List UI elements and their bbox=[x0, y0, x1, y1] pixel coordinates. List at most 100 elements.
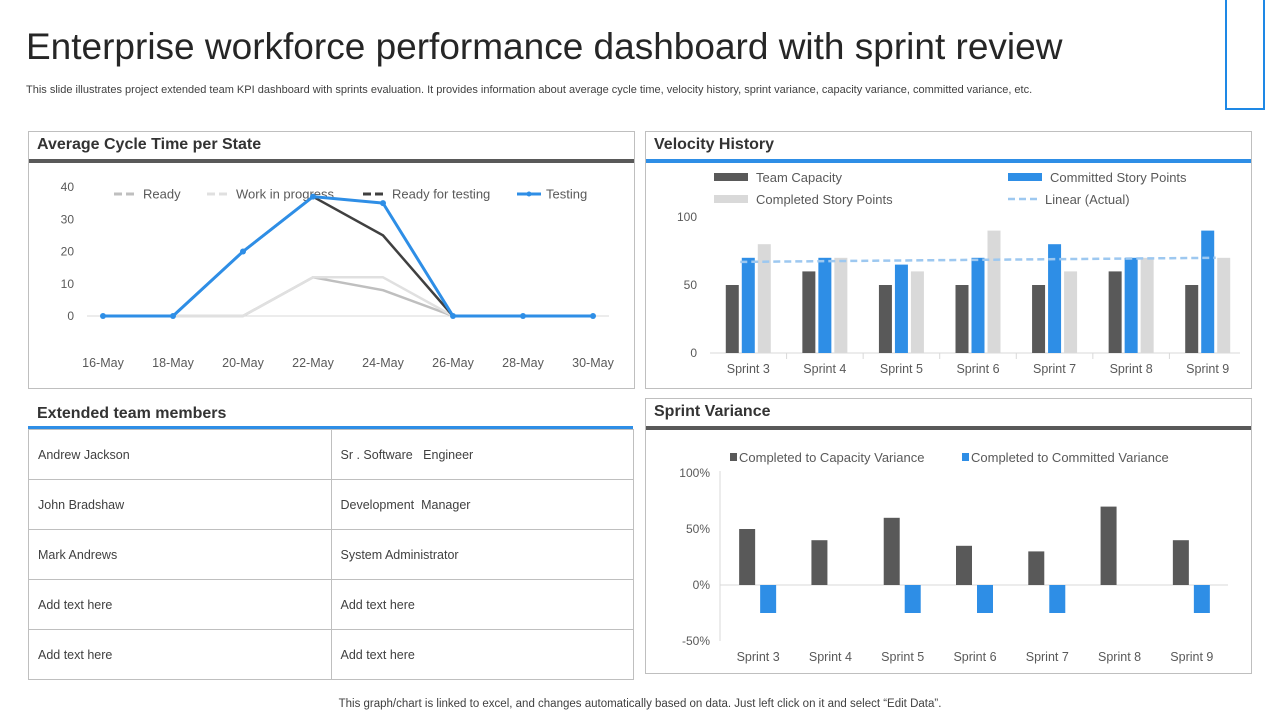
x-tick-label: 24-May bbox=[362, 356, 404, 370]
legend-swatch bbox=[1008, 173, 1042, 181]
cycle-time-rule bbox=[29, 159, 634, 163]
bar bbox=[1032, 285, 1046, 353]
member-role: System Administrator bbox=[330, 529, 634, 580]
member-name[interactable]: Add text here bbox=[28, 579, 332, 630]
x-tick-label: Sprint 9 bbox=[1170, 650, 1213, 664]
legend-label: Team Capacity bbox=[756, 170, 842, 185]
x-tick-label: Sprint 5 bbox=[881, 650, 924, 664]
bar bbox=[955, 285, 969, 353]
y-tick-label: 0 bbox=[67, 309, 74, 323]
cycle-time-title: Average Cycle Time per State bbox=[37, 136, 262, 153]
x-tick-label: Sprint 3 bbox=[727, 362, 770, 376]
member-name[interactable]: Add text here bbox=[28, 629, 332, 680]
y-tick-label: 50 bbox=[684, 278, 698, 292]
velocity-panel[interactable]: Velocity History Team Capacity Committed … bbox=[645, 131, 1252, 389]
legend-label: Completed to Capacity Variance bbox=[739, 450, 924, 465]
bar bbox=[883, 517, 900, 585]
cycle-time-chart[interactable]: Ready Work in progress Ready for testing Te… bbox=[29, 164, 634, 387]
member-name: Mark Andrews bbox=[28, 529, 332, 580]
bar bbox=[977, 585, 993, 613]
x-tick-label: Sprint 4 bbox=[809, 650, 852, 664]
bar bbox=[1048, 244, 1062, 353]
variance-panel[interactable]: Sprint Variance Completed to Capacity Va… bbox=[645, 398, 1252, 674]
velocity-title: Velocity History bbox=[654, 136, 775, 153]
bar bbox=[834, 257, 848, 353]
member-name: Andrew Jackson bbox=[28, 429, 332, 480]
bar bbox=[956, 545, 972, 585]
legend-label: Testing bbox=[546, 187, 587, 202]
variance-chart[interactable]: Completed to Capacity Variance Completed … bbox=[646, 431, 1251, 672]
legend-swatch bbox=[714, 173, 748, 181]
table-row: Andrew Jackson Sr . Software Engineer bbox=[28, 429, 634, 480]
data-point bbox=[380, 200, 386, 207]
x-tick-label: Sprint 3 bbox=[737, 650, 780, 664]
x-tick-label: 20-May bbox=[222, 356, 264, 370]
y-tick-label: 100 bbox=[677, 210, 697, 224]
member-role[interactable]: Add text here bbox=[330, 629, 634, 680]
velocity-chart[interactable]: Team Capacity Committed Story Points Compl… bbox=[646, 164, 1251, 387]
bar bbox=[741, 257, 755, 353]
data-point bbox=[520, 313, 526, 319]
data-point bbox=[240, 248, 246, 255]
bar bbox=[1064, 271, 1078, 353]
y-tick-label: 30 bbox=[61, 212, 75, 226]
table-row: Add text here Add text here bbox=[28, 579, 634, 630]
bar bbox=[811, 540, 828, 585]
bar bbox=[802, 271, 816, 353]
y-tick-label: -50% bbox=[682, 634, 710, 648]
trend-line bbox=[740, 256, 1216, 264]
bar bbox=[1140, 257, 1154, 353]
legend-swatch bbox=[730, 453, 737, 461]
data-point bbox=[100, 313, 106, 319]
x-tick-label: Sprint 4 bbox=[803, 362, 846, 376]
member-role: Development Manager bbox=[330, 479, 634, 530]
table-row: Add text here Add text here bbox=[28, 629, 634, 680]
legend-label: Ready bbox=[143, 187, 181, 202]
member-name: John Bradshaw bbox=[28, 479, 332, 530]
bar bbox=[1217, 257, 1231, 353]
bar bbox=[1108, 271, 1122, 353]
y-tick-label: 50% bbox=[686, 522, 710, 536]
data-point bbox=[170, 313, 176, 319]
data-point bbox=[450, 313, 456, 319]
legend-swatch bbox=[962, 453, 969, 461]
team-rule bbox=[28, 426, 633, 430]
legend-label: Ready for testing bbox=[392, 187, 490, 202]
legend-swatch bbox=[714, 195, 748, 203]
cycle-time-panel[interactable]: Average Cycle Time per State Ready Work i… bbox=[28, 131, 635, 389]
bar bbox=[757, 244, 771, 353]
member-role[interactable]: Add text here bbox=[330, 579, 634, 630]
bar bbox=[910, 271, 924, 353]
x-tick-label: 22-May bbox=[292, 356, 334, 370]
bar bbox=[1049, 585, 1066, 613]
x-tick-label: Sprint 9 bbox=[1186, 362, 1229, 376]
bar bbox=[760, 585, 777, 613]
legend-label: Completed to Committed Variance bbox=[971, 450, 1169, 465]
variance-rule bbox=[646, 426, 1251, 430]
y-tick-label: 100% bbox=[679, 466, 710, 480]
data-point bbox=[590, 313, 596, 319]
bar bbox=[739, 529, 756, 585]
x-tick-label: 26-May bbox=[432, 356, 474, 370]
x-tick-label: Sprint 6 bbox=[953, 650, 996, 664]
x-tick-label: Sprint 6 bbox=[956, 362, 999, 376]
legend-label: Committed Story Points bbox=[1050, 170, 1187, 185]
bar bbox=[1028, 551, 1045, 585]
series-line-ready-for-testing bbox=[103, 195, 454, 318]
variance-title: Sprint Variance bbox=[654, 403, 771, 420]
x-tick-label: Sprint 8 bbox=[1110, 362, 1153, 376]
corner-decoration bbox=[1225, 0, 1265, 110]
page-title: Enterprise workforce performance dashboa… bbox=[26, 26, 1063, 67]
legend-label: Completed Story Points bbox=[756, 192, 893, 207]
y-tick-label: 40 bbox=[61, 180, 75, 194]
y-tick-label: 20 bbox=[61, 245, 75, 259]
team-table: Andrew Jackson Sr . Software Engineer Jo… bbox=[28, 429, 634, 680]
bar bbox=[1100, 506, 1117, 585]
bar bbox=[894, 264, 908, 353]
legend-marker bbox=[526, 191, 532, 197]
x-tick-label: Sprint 8 bbox=[1098, 650, 1141, 664]
member-role: Sr . Software Engineer bbox=[330, 429, 634, 480]
x-tick-label: Sprint 7 bbox=[1026, 650, 1069, 664]
bar bbox=[971, 257, 985, 353]
bar bbox=[878, 285, 892, 353]
